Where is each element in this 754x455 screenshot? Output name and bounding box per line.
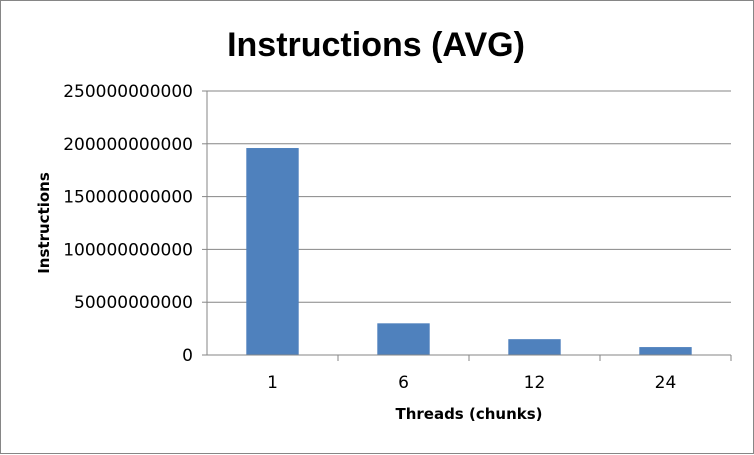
y-tick-label-4: 200000000000 <box>63 135 193 155</box>
y-tick-label-0: 0 <box>182 346 193 366</box>
bar-1 <box>246 148 299 355</box>
x-axis-label: Threads (chunks) <box>395 405 542 423</box>
x-tick-label-1: 1 <box>267 373 278 393</box>
x-tick-label-6: 6 <box>398 373 409 393</box>
x-tick-labels: 1 6 12 24 <box>267 373 676 393</box>
axes <box>202 90 732 361</box>
y-axis-label: Instructions <box>35 172 53 274</box>
bar-12 <box>508 339 561 355</box>
bar-6 <box>377 323 430 355</box>
y-tick-label-1: 50000000000 <box>74 293 193 313</box>
y-tick-label-2: 100000000000 <box>63 240 193 260</box>
x-tick-label-24: 24 <box>655 373 677 393</box>
y-tick-label-5: 250000000000 <box>63 82 193 102</box>
chart-title: Instructions (AVG) <box>227 26 525 64</box>
y-tick-label-3: 150000000000 <box>63 188 193 208</box>
bar-24 <box>639 347 692 355</box>
y-tick-labels: 0 50000000000 100000000000 150000000000 2000… <box>63 82 193 366</box>
x-tick-label-12: 12 <box>524 373 546 393</box>
bars <box>246 148 692 355</box>
